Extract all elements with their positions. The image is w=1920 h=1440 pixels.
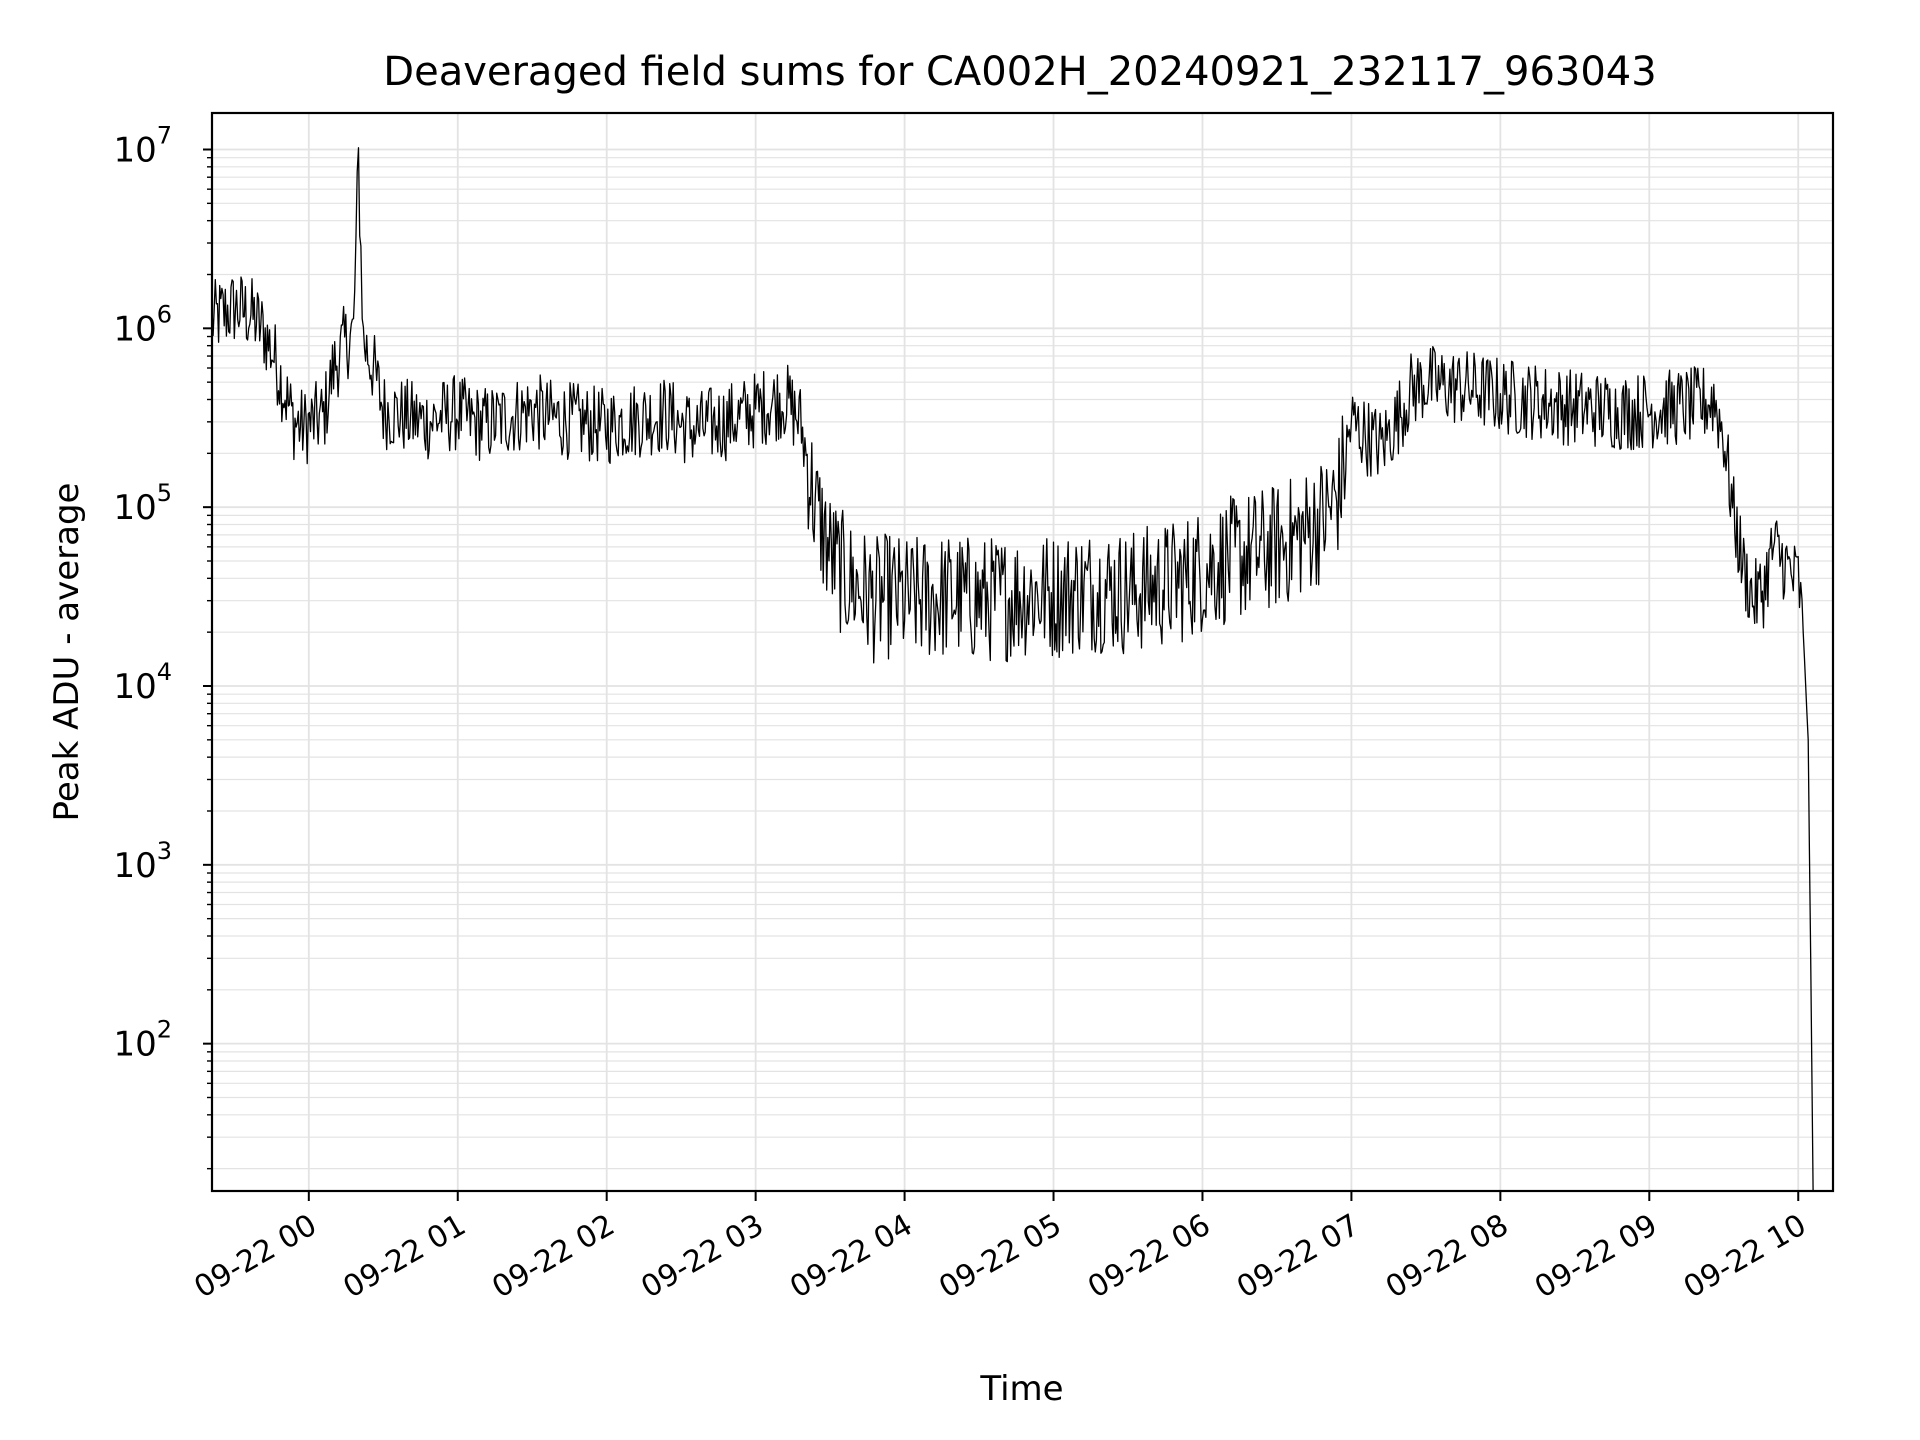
y-tick-base: 10: [113, 846, 156, 886]
y-tick-label: 107: [113, 122, 172, 171]
y-axis-label: Peak ADU - average: [47, 483, 87, 822]
y-tick-exponent: 6: [157, 300, 172, 328]
data-layer: [211, 147, 1814, 1192]
y-tick-exponent: 4: [157, 658, 172, 686]
plot-frame: [210, 111, 1835, 1193]
y-tick-label: 105: [113, 479, 172, 528]
x-axis-label: Time: [979, 1369, 1063, 1409]
y-tick-label: 104: [113, 658, 172, 707]
y-tick-base: 10: [113, 488, 156, 528]
chart-title: Deaveraged field sums for CA002H_2024092…: [383, 49, 1656, 95]
series-line: [211, 147, 1814, 1192]
y-tick-base: 10: [113, 1025, 156, 1065]
y-tick-base: 10: [113, 309, 156, 349]
y-tick-exponent: 2: [157, 1016, 172, 1044]
y-tick-label: 102: [113, 1016, 172, 1065]
y-tick-base: 10: [113, 667, 156, 707]
y-tick-exponent: 7: [157, 122, 172, 150]
y-tick-exponent: 5: [157, 479, 172, 507]
y-tick-base: 10: [113, 131, 156, 171]
y-tick-exponent: 3: [157, 837, 172, 865]
y-tick-label: 103: [113, 837, 172, 886]
y-tick-label: 106: [113, 300, 172, 349]
